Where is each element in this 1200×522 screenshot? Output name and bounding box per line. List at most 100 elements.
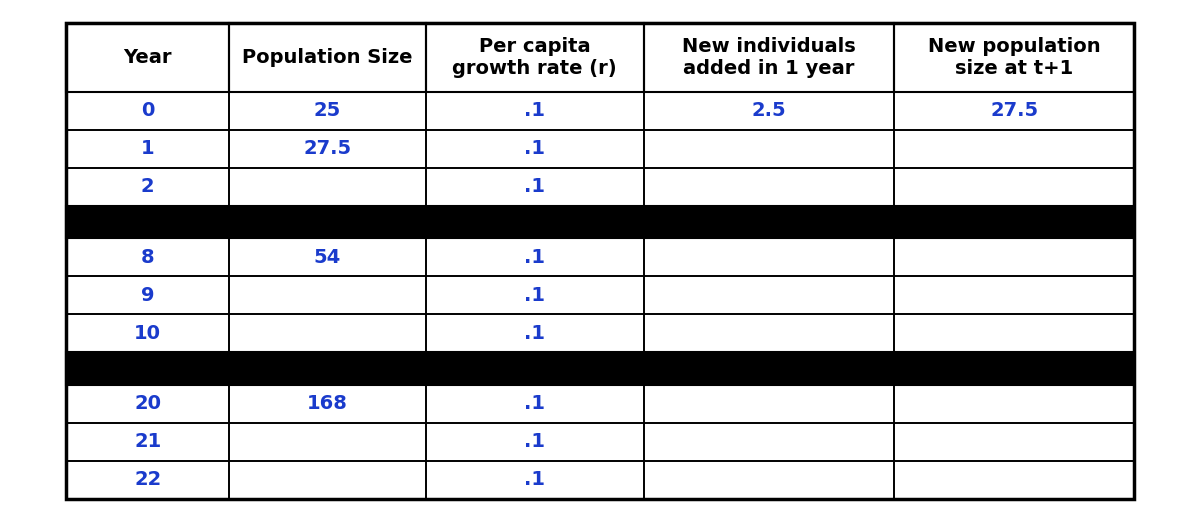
Bar	[643, 92, 894, 130]
Bar	[66, 206, 1134, 238]
Bar	[426, 23, 643, 92]
Bar	[643, 276, 894, 314]
Bar	[894, 92, 1134, 130]
Text: 0: 0	[142, 101, 155, 121]
Bar	[66, 23, 229, 92]
Bar	[426, 92, 643, 130]
Bar	[426, 460, 643, 499]
Bar	[894, 238, 1134, 276]
Bar	[229, 238, 426, 276]
Bar	[66, 168, 229, 206]
Bar	[66, 460, 229, 499]
Bar	[66, 23, 1134, 499]
Bar	[66, 314, 229, 352]
Bar	[66, 276, 229, 314]
Bar	[229, 238, 426, 276]
Bar	[66, 238, 229, 276]
Bar	[229, 385, 426, 422]
Bar	[894, 168, 1134, 206]
Text: New individuals
added in 1 year: New individuals added in 1 year	[682, 37, 856, 78]
Text: .1: .1	[524, 394, 545, 413]
Bar	[66, 385, 229, 422]
Bar	[66, 168, 229, 206]
Text: 21: 21	[134, 432, 161, 451]
Text: .1: .1	[524, 177, 545, 196]
Bar	[229, 23, 426, 92]
Bar	[643, 385, 894, 422]
Bar	[894, 130, 1134, 168]
Bar	[643, 422, 894, 460]
Bar	[66, 276, 229, 314]
Text: Per capita
growth rate (r): Per capita growth rate (r)	[452, 37, 617, 78]
Bar	[426, 238, 643, 276]
Bar	[229, 168, 426, 206]
Bar	[229, 422, 426, 460]
Text: .1: .1	[524, 248, 545, 267]
Text: Year: Year	[124, 48, 172, 67]
Bar	[66, 92, 229, 130]
Bar	[643, 23, 894, 92]
Text: .1: .1	[524, 101, 545, 121]
Bar	[229, 422, 426, 460]
Bar	[894, 422, 1134, 460]
Bar	[66, 238, 229, 276]
Bar	[66, 385, 229, 422]
Bar	[66, 130, 229, 168]
Bar	[426, 168, 643, 206]
Bar	[66, 352, 1134, 385]
Bar	[643, 92, 894, 130]
Bar	[894, 168, 1134, 206]
Bar	[229, 130, 426, 168]
Text: Population Size: Population Size	[242, 48, 413, 67]
Text: 22: 22	[134, 470, 161, 489]
Text: .1: .1	[524, 324, 545, 343]
Text: 9: 9	[140, 286, 155, 305]
Bar	[643, 130, 894, 168]
Bar	[426, 422, 643, 460]
Bar	[643, 385, 894, 422]
Text: 10: 10	[134, 324, 161, 343]
Text: 168: 168	[307, 394, 348, 413]
Bar	[426, 168, 643, 206]
Bar	[66, 422, 229, 460]
Bar	[894, 23, 1134, 92]
Text: 54: 54	[314, 248, 341, 267]
Bar	[229, 385, 426, 422]
Bar	[643, 276, 894, 314]
Bar	[66, 92, 229, 130]
Bar	[229, 460, 426, 499]
Bar	[229, 460, 426, 499]
Bar	[426, 385, 643, 422]
Text: .1: .1	[524, 139, 545, 158]
Bar	[894, 314, 1134, 352]
Bar	[66, 130, 229, 168]
Bar	[894, 422, 1134, 460]
Bar	[426, 460, 643, 499]
Bar	[643, 23, 894, 92]
Text: 27.5: 27.5	[304, 139, 352, 158]
Text: 2.5: 2.5	[751, 101, 786, 121]
Text: 25: 25	[314, 101, 341, 121]
Bar	[66, 23, 229, 92]
Bar	[643, 460, 894, 499]
Bar	[66, 460, 229, 499]
Text: New population
size at t+1: New population size at t+1	[928, 37, 1100, 78]
Bar	[894, 130, 1134, 168]
Bar	[426, 23, 643, 92]
Bar	[426, 92, 643, 130]
Bar	[894, 314, 1134, 352]
Bar	[643, 130, 894, 168]
Bar	[894, 460, 1134, 499]
Bar	[894, 385, 1134, 422]
Bar	[229, 276, 426, 314]
Bar	[894, 276, 1134, 314]
Bar	[66, 206, 1134, 238]
Bar	[426, 276, 643, 314]
Bar	[229, 276, 426, 314]
Bar	[229, 23, 426, 92]
Bar	[426, 238, 643, 276]
Bar	[643, 238, 894, 276]
Bar	[894, 23, 1134, 92]
Bar	[229, 92, 426, 130]
Text: 2: 2	[140, 177, 155, 196]
